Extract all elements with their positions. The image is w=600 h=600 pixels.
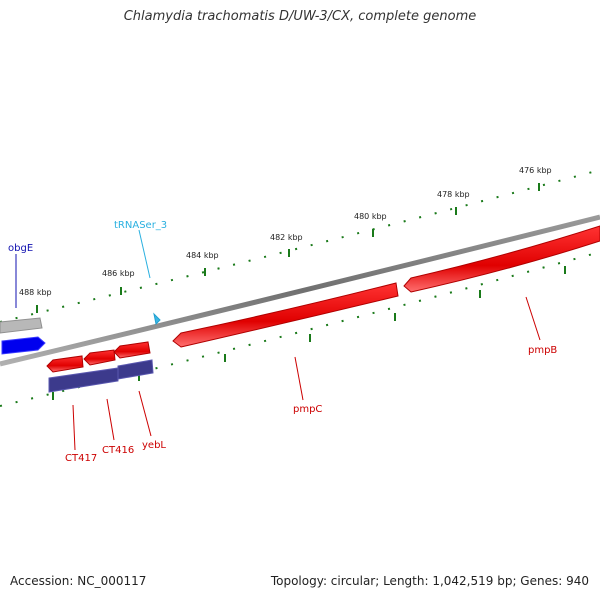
genome-summary-text: Topology: circular; Length: 1,042,519 bp… [270, 574, 589, 588]
yebL-cds-arrow [113, 341, 151, 359]
ruler-label-476kbp: 476 kbp [519, 166, 552, 175]
gene-label-tRNASer_3: tRNASer_3 [114, 220, 167, 231]
ruler-label-484kbp: 484 kbp [186, 251, 219, 260]
CT416-cds-arrow [83, 349, 116, 366]
gene-label-CT417: CT417 [65, 453, 97, 464]
gene-label-yebL: yebL [142, 440, 166, 451]
ruler-label-478kbp: 478 kbp [437, 190, 470, 199]
gene-label-obgE: obgE [8, 243, 33, 254]
tRNASer_3-leader-line [138, 229, 151, 279]
tRNASer_3-feature [153, 312, 161, 326]
CT417-leader-line [72, 404, 76, 451]
ruler-label-482kbp: 482 kbp [270, 233, 303, 242]
gene-label-pmpB: pmpB [528, 345, 557, 356]
CT417-cds-arrow [46, 355, 84, 373]
pmpB-leader-line [525, 296, 541, 341]
pmpC-leader-line [294, 356, 304, 401]
genome-backbone [0, 214, 600, 367]
map-title: Chlamydia trachomatis D/UW-3/CX, complet… [123, 9, 477, 24]
gene-labels: obgE tRNASer_3 CT417 CT416 yebL pmpC pmp… [8, 220, 557, 464]
label-leader-lines [15, 229, 541, 451]
ruler-label-486kbp: 486 kbp [102, 269, 135, 278]
outer-ruler-major-ticks [36, 183, 540, 313]
gene-label-pmpC: pmpC [293, 404, 322, 415]
yebL-navy-feature [117, 359, 154, 380]
ruler-label-488kbp: 488 kbp [19, 288, 52, 297]
accession-text: Accession: NC_000117 [10, 574, 147, 588]
inner-ruler-major-ticks [52, 266, 566, 400]
pmpC-cds-arrow [172, 282, 399, 348]
yebL-leader-line [138, 390, 152, 437]
pmpB-cds-arrow [403, 225, 600, 293]
CT417-CT416-navy-feature [48, 367, 119, 393]
gene-label-CT416: CT416 [102, 445, 134, 456]
outer-ruler-track [0, 169, 600, 323]
CT416-leader-line [106, 398, 115, 441]
ruler-labels: 488 kbp 486 kbp 484 kbp 482 kbp 480 kbp … [19, 166, 552, 297]
obgE-cds-arrow [1, 336, 46, 355]
obgE-gray-feature [0, 317, 43, 334]
ruler-label-480kbp: 480 kbp [354, 212, 387, 221]
